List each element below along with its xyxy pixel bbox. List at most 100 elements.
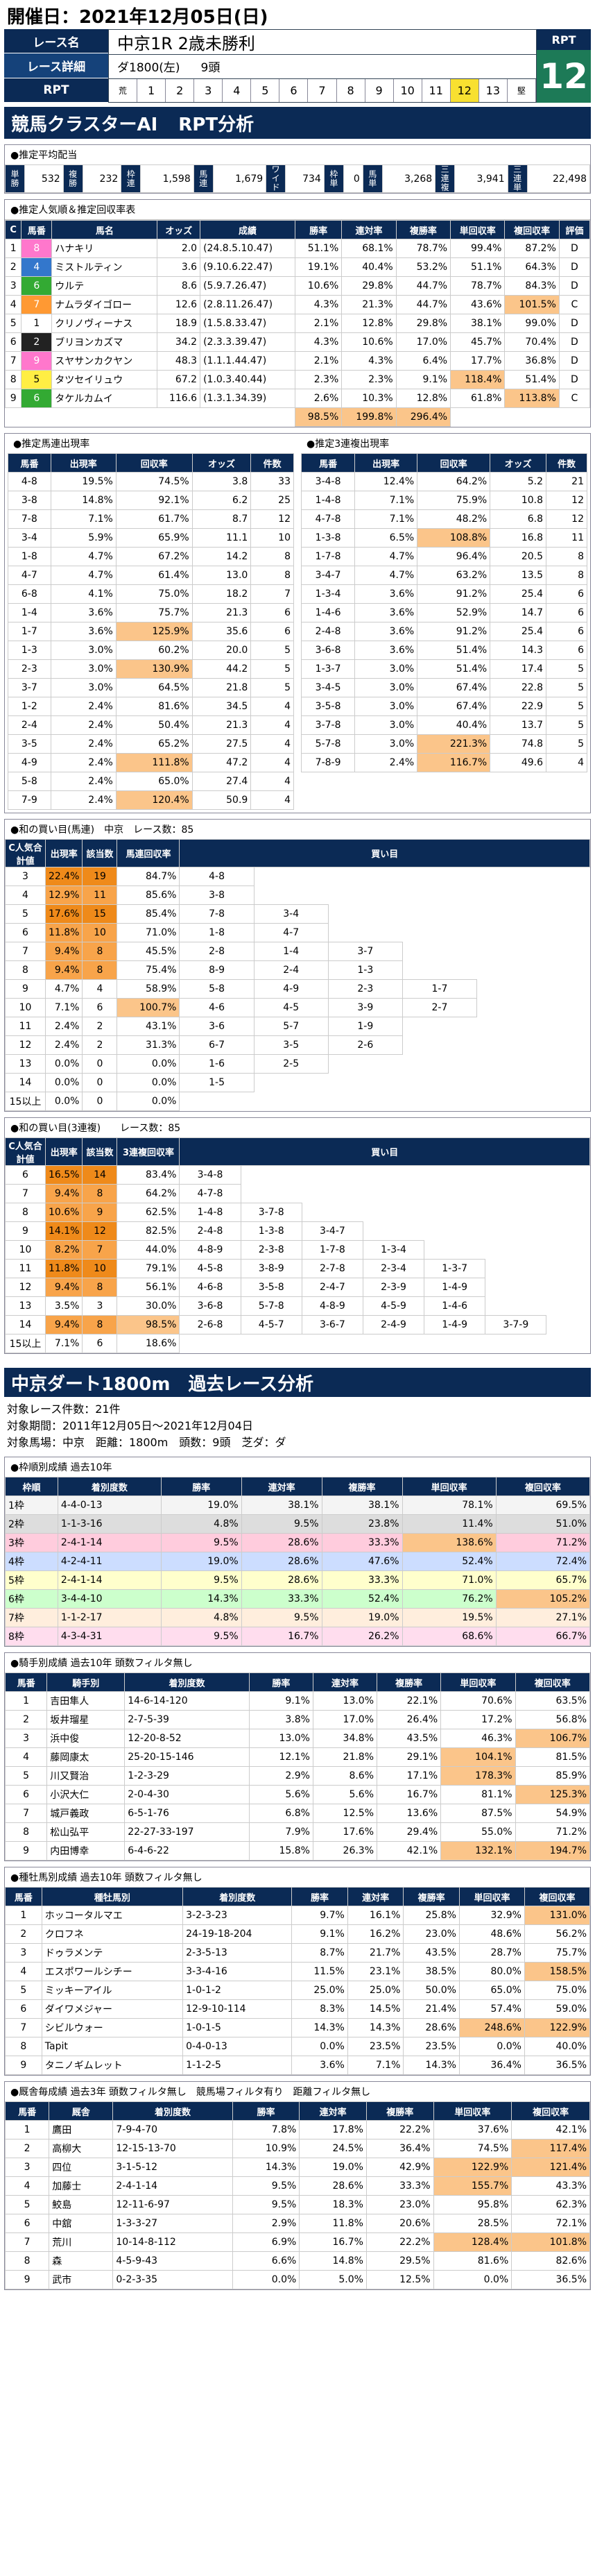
bet-cell: 2-6 [327,1035,403,1055]
bet-cell [569,1260,579,1278]
table-row: 7枠 1-1-2-17 4.8% 9.5% 19.0% 19.5% 27.1% [5,1608,591,1627]
table-row: 9 4.7% 4 58.9% 5-8 4-9 2-3 1-7 [5,979,590,999]
bet-cell [476,980,497,999]
waku-cell: 76.2% [402,1589,497,1609]
bet-cell [579,1334,589,1353]
bet-cell: 1-7-8 [301,1240,363,1260]
bet-cell: 5-7-8 [240,1296,302,1316]
rpt-scale-step: 12 [450,78,479,102]
bet-cell: 1-4-9 [424,1315,486,1334]
rank-cell: 7 [4,351,22,371]
waku-cell: 47.6% [321,1552,403,1571]
column-header: 複回収率 [495,1477,591,1496]
bet-cell [241,1166,302,1185]
bet-cell [553,942,571,961]
column-header: 成績 [200,220,296,239]
roi-cell: 50.4% [115,715,193,735]
bet-cell [569,1316,579,1334]
bet-cell: 1-8 [179,923,255,942]
waku-cell: 71.2% [495,1533,591,1552]
table-row: 4枠 4-2-4-11 19.0% 28.6% 47.6% 52.4% 72.4% [5,1552,591,1571]
column-header: 馬番 [4,2101,50,2121]
roi-cell: 25.4 [490,584,547,604]
odds-cell: 2.0 [157,239,201,258]
bet-cell [515,924,534,942]
roi-cell: 6 [546,622,587,641]
sum-cell: 7 [5,1184,46,1203]
win-rate: 4.3% [295,332,343,352]
sire-cell: 14.3% [347,2018,404,2037]
roi-cell: 6 [250,622,294,641]
bet-cell [569,1222,579,1241]
table-row: 5 1 クリノヴィーナス 18.9 (1.5.8.33.47) 2.1% 12.8% 29.8… [4,314,591,333]
trainer-panel: ●厩舎毎成績 過去3年 頭数フィルタ無し 競馬場フィルタ有り 距離フィルタ無し … [4,2081,591,2290]
win-roi: 61.8% [450,389,506,408]
waku-cell: 78.1% [402,1495,497,1515]
bet-cell [546,1297,558,1316]
roi-cell: 1-7-8 [300,547,356,566]
bet-cell [485,1278,546,1297]
trainer-cell: 14.3% [232,2158,300,2177]
bet-cell [571,886,590,905]
waku-cell: 19.0% [160,1552,242,1571]
payout-value: 1,598 [140,164,194,193]
jockey-cell: 17.1% [377,1766,442,1786]
table-row: 6 11.8% 10 71.0% 1-8 4-7 [5,923,590,942]
trainer-cell: 森 [49,2251,114,2271]
bet-cell [571,1036,590,1055]
column-header: 単回収率 [402,1477,497,1496]
bet-cell [569,1166,579,1185]
column-header: 馬連回収率 [117,839,180,867]
sire-cell: 6 [5,1999,42,2019]
trainer-cell: 7-9-4-70 [112,2120,233,2139]
bet-cell [497,905,515,924]
trainer-cell: 22.2% [365,2232,434,2252]
jockey-cell: 178.3% [440,1766,516,1786]
bet-cell [302,1166,363,1185]
column-header: オッズ [157,220,201,239]
win-roi: 99.4% [450,239,506,258]
place-roi: 113.8% [504,389,560,408]
table-row: 7-8-9 2.4% 116.7% 49.6 4 [300,753,587,772]
place-rate: 9.1% [395,370,451,389]
roi-cell: 8 [250,547,294,566]
roi-cell: 65.9% [115,528,193,548]
win-rate: 2.1% [295,314,343,333]
appear-rate: 7.1% [44,998,83,1017]
sire-cell: Tapit [41,2037,184,2056]
bet-cell: 4-8 [179,867,255,886]
trainer-cell: 2 [4,2139,50,2158]
roi-cell: 3.6% [354,641,418,660]
total-cell: 199.8% [341,407,397,427]
jockey-table: 馬番 騎手別 着別度数 勝率 連対率 複勝率 単回収率 複回収率 1 吉田隼人 14-6-14-12… [4,1672,591,1861]
place-rate: 44.7% [395,276,451,296]
sire-cell: 11.5% [291,1962,348,1981]
jockey-cell: 55.0% [440,1822,516,1842]
bet-cell [485,1185,546,1203]
bet-cell: 1-3-7 [424,1259,486,1278]
sire-cell: 8 [5,2037,42,2056]
rpt-scale-step: 9 [365,78,394,102]
bet-cell: 3-5-8 [240,1278,302,1297]
horse-name: ブリヨンカズマ [51,332,158,352]
column-header: 勝率 [295,220,343,239]
column-header: 件数 [546,453,587,473]
hit-count: 14 [82,1165,118,1185]
bet-cell [424,1222,485,1241]
horse-name: タケルカムイ [51,389,158,408]
sire-cell: 0.0% [291,2037,348,2056]
roi-cell: 1-3-4 [300,584,356,604]
roi-cell: 8 [250,566,294,585]
jockey-cell: 104.1% [440,1747,516,1767]
waku-cell: 11.4% [402,1514,497,1534]
bet-cell [515,867,534,886]
banner-title: 競馬クラスターAI [11,114,158,135]
trainer-cell: 23.0% [365,2195,434,2214]
horse-name: スヤサンカクヤン [51,351,158,371]
sire-cell: 48.6% [458,1924,525,1944]
payout-label: 馬単 [362,164,383,193]
trainer-cell: 122.9% [433,2158,512,2177]
win-roi: 38.1% [450,314,506,333]
column-header: 馬番 [4,1672,48,1692]
column-header: 複回収率 [515,1672,591,1692]
